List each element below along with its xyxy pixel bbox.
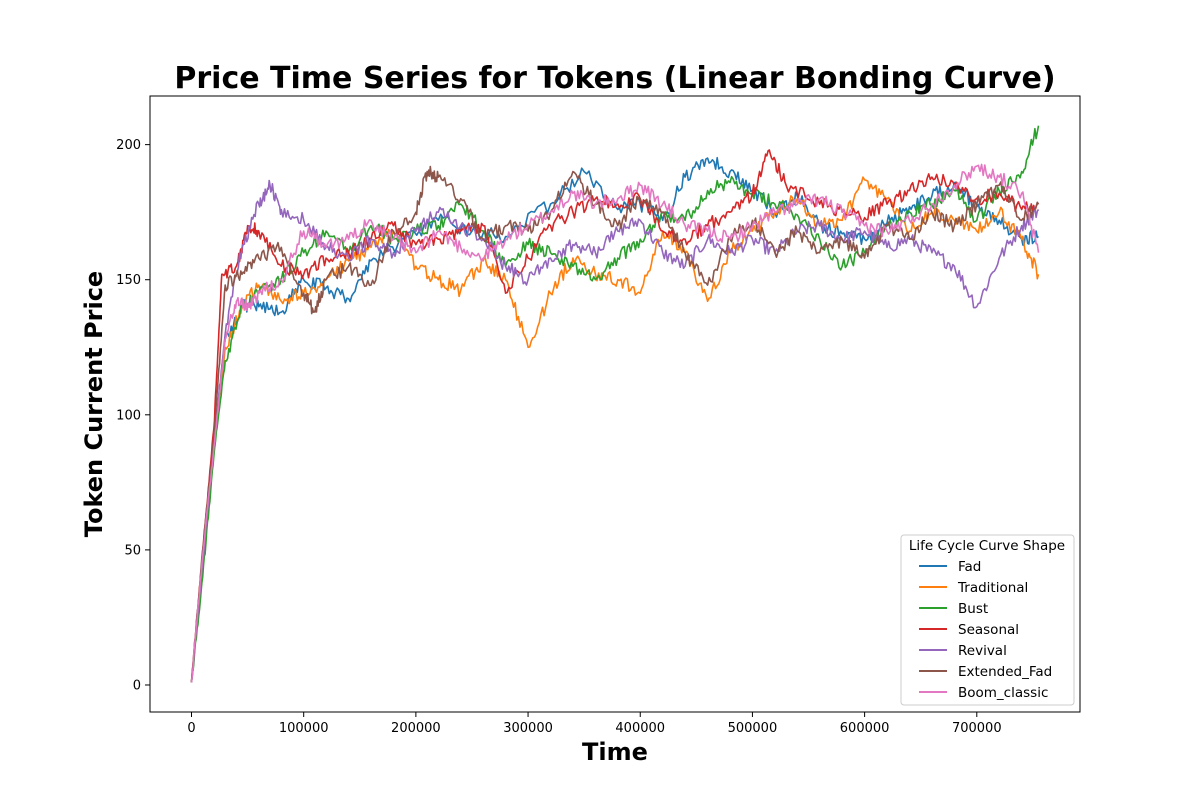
- x-tick-label: 400000: [615, 721, 665, 736]
- legend-label-revival: Revival: [958, 643, 1007, 659]
- x-tick-label: 200000: [391, 721, 441, 736]
- series-layer: [190, 125, 1040, 683]
- x-tick-label: 600000: [840, 721, 890, 736]
- plot-area-frame: [149, 95, 1081, 713]
- x-tick-label: 300000: [503, 721, 553, 736]
- legend-label-fad: Fad: [958, 559, 981, 575]
- legend: Life Cycle Curve Shape Fad Traditional Bus…: [900, 534, 1075, 706]
- y-tick-label: 200: [116, 138, 141, 153]
- legend-label-boom-classic: Boom_classic: [958, 685, 1048, 701]
- legend-box: [900, 534, 1075, 706]
- x-tick-label: 700000: [952, 721, 1002, 736]
- legend-label-bust: Bust: [958, 601, 988, 617]
- y-tick-label: 150: [116, 273, 141, 288]
- legend-label-seasonal: Seasonal: [958, 622, 1019, 638]
- y-tick-label: 0: [133, 678, 141, 693]
- legend-label-traditional: Traditional: [957, 580, 1028, 596]
- series-line-revival: [190, 179, 1040, 683]
- x-tick-label: 500000: [728, 721, 778, 736]
- series-line-fad: [190, 156, 1039, 683]
- legend-label-extended-fad: Extended_Fad: [958, 664, 1052, 680]
- series-line-traditional: [190, 176, 1040, 683]
- legend-entries: Fad Traditional Bust Seasonal Revival Extende…: [919, 559, 1052, 701]
- series-line-extended-fad: [190, 165, 1040, 683]
- series-line-boom-classic: [190, 163, 1040, 683]
- x-axis: 0 100000 200000 300000 400000 500000 600000 700…: [187, 712, 1002, 736]
- x-tick-label: 0: [187, 721, 195, 736]
- chart-title: Price Time Series for Tokens (Linear Bon…: [174, 61, 1055, 96]
- x-axis-label: Time: [582, 738, 648, 766]
- y-tick-label: 100: [116, 408, 141, 423]
- y-tick-label: 50: [124, 543, 141, 558]
- series-line-seasonal: [190, 149, 1039, 683]
- y-axis: 0 50 100 150 200: [116, 138, 150, 693]
- legend-title: Life Cycle Curve Shape: [909, 538, 1065, 554]
- x-tick-label: 100000: [279, 721, 329, 736]
- y-axis-label: Token Current Price: [80, 271, 108, 537]
